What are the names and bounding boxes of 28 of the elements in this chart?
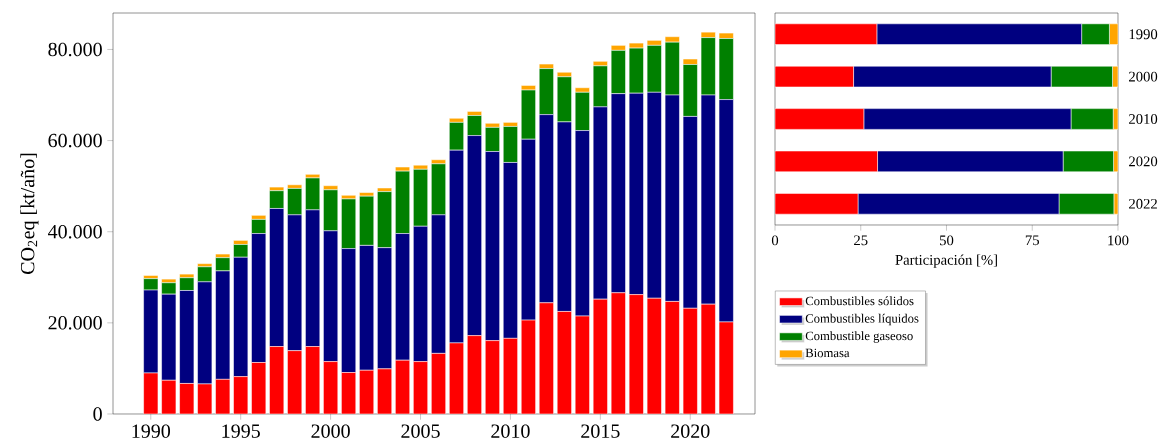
y-tick-label: 40.000 — [48, 224, 102, 239]
y-tick-label: 0 — [93, 407, 102, 421]
x-tick-label: 75 — [1025, 235, 1039, 246]
x-tick-label: 1990 — [132, 424, 171, 438]
x-tick-label: 50 — [940, 235, 954, 246]
y-tick-label: 2022 — [1129, 198, 1157, 209]
y-tick-label: 60.000 — [48, 133, 102, 148]
y-tick-label: 2010 — [1129, 114, 1158, 124]
x-tick-label: 2010 — [491, 424, 530, 438]
x-tick-label: 2020 — [671, 424, 710, 438]
legend-label: Combustibles sólidos — [805, 296, 914, 306]
x-tick-label: 2015 — [581, 424, 620, 438]
y-tick-label: 2000 — [1129, 71, 1158, 82]
x-tick-label: 1995 — [222, 424, 260, 438]
x-axis-title: Participación [%] — [895, 254, 997, 268]
x-tick-label: 2005 — [401, 424, 440, 438]
y-tick-label: 80.000 — [48, 42, 102, 57]
y-tick-label: 20.000 — [48, 316, 102, 330]
y-tick-label: 1990 — [1129, 29, 1158, 40]
x-tick-label: 0 — [771, 235, 779, 246]
y-axis-title: CO$_{2}$eq [kt/año] — [20, 153, 39, 274]
legend-label: Combustibles líquidos — [805, 313, 919, 326]
x-tick-label: 100 — [1108, 235, 1129, 246]
y-tick-label: 2020 — [1129, 156, 1158, 167]
legend-label: Biomasa — [805, 348, 850, 358]
legend-label: Combustible gaseoso — [805, 331, 913, 343]
x-tick-label: 2000 — [311, 424, 350, 438]
x-tick-label: 25 — [854, 235, 868, 246]
